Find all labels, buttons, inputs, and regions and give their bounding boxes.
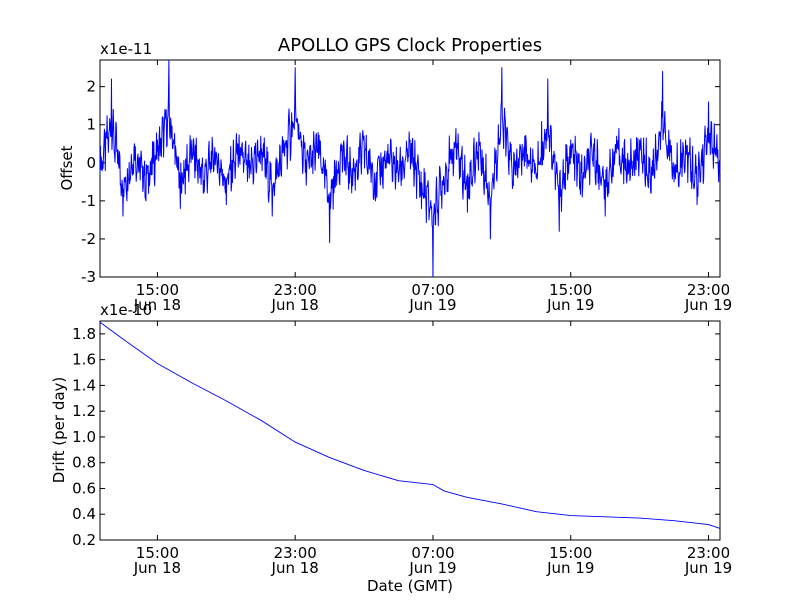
drift-x-tick-date: Jun 18 bbox=[133, 559, 181, 577]
drift-y-tick-label: 0.4 bbox=[72, 505, 96, 523]
offset-x-tick-time: 23:00 bbox=[274, 281, 317, 299]
offset-x-tick-date: Jun 19 bbox=[408, 296, 456, 314]
offset-x-tick-time: 07:00 bbox=[411, 281, 454, 299]
chart-title: APOLLO GPS Clock Properties bbox=[278, 35, 542, 56]
drift-y-tick-label: 1.0 bbox=[72, 428, 96, 446]
drift-axis-label: Drift (per day) bbox=[50, 377, 68, 484]
offset-y-tick-label: 2 bbox=[86, 78, 96, 96]
drift-x-tick-date: Jun 19 bbox=[408, 559, 456, 577]
drift-y-tick-label: 1.2 bbox=[72, 402, 96, 420]
drift-y-tick-label: 1.6 bbox=[72, 351, 96, 369]
drift-x-tick-time: 15:00 bbox=[549, 544, 592, 562]
offset-x-tick-time: 15:00 bbox=[549, 281, 592, 299]
offset-y-tick-label: 0 bbox=[86, 154, 96, 172]
drift-x-tick-time: 23:00 bbox=[274, 544, 317, 562]
offset-y-tick-label: -2 bbox=[81, 230, 96, 248]
offset-y-tick-label: 1 bbox=[86, 116, 96, 134]
drift-y-tick-label: 0.6 bbox=[72, 479, 96, 497]
offset-series bbox=[99, 59, 721, 278]
offset-x-tick-time: 15:00 bbox=[136, 281, 179, 299]
offset-axis-label: Offset bbox=[58, 145, 76, 190]
offset-x-tick-date: Jun 19 bbox=[684, 296, 732, 314]
drift-x-tick-time: 07:00 bbox=[411, 544, 454, 562]
drift-y-tick-label: 1.4 bbox=[72, 376, 96, 394]
offset-x-tick-time: 23:00 bbox=[687, 281, 730, 299]
drift-y-tick-label: 1.8 bbox=[72, 325, 96, 343]
drift-x-tick-date: Jun 19 bbox=[546, 559, 594, 577]
offset-series-line bbox=[99, 59, 721, 278]
offset-x-tick-date: Jun 19 bbox=[546, 296, 594, 314]
drift-multiplier-label: x1e-10 bbox=[100, 301, 152, 319]
drift-x-tick-date: Jun 18 bbox=[271, 559, 319, 577]
drift-x-tick-time: 23:00 bbox=[687, 544, 730, 562]
offset-y-tick-label: -3 bbox=[81, 268, 96, 286]
drift-y-tick-label: 0.2 bbox=[72, 531, 96, 549]
offset-x-tick-date: Jun 18 bbox=[271, 296, 319, 314]
drift-panel: x1e-10 Drift (per day) Date (GMT) 15:00J… bbox=[50, 301, 732, 595]
drift-x-tick-date: Jun 19 bbox=[684, 559, 732, 577]
offset-y-tick-label: -1 bbox=[81, 192, 96, 210]
offset-multiplier-label: x1e-11 bbox=[100, 40, 152, 58]
drift-series-line bbox=[99, 321, 721, 529]
drift-x-tick-time: 15:00 bbox=[136, 544, 179, 562]
drift-series bbox=[99, 321, 721, 529]
drift-plot-frame bbox=[99, 320, 721, 541]
drift-y-tick-label: 0.8 bbox=[72, 454, 96, 472]
date-axis-label: Date (GMT) bbox=[367, 577, 453, 595]
offset-x-tick-date: Jun 18 bbox=[133, 296, 181, 314]
